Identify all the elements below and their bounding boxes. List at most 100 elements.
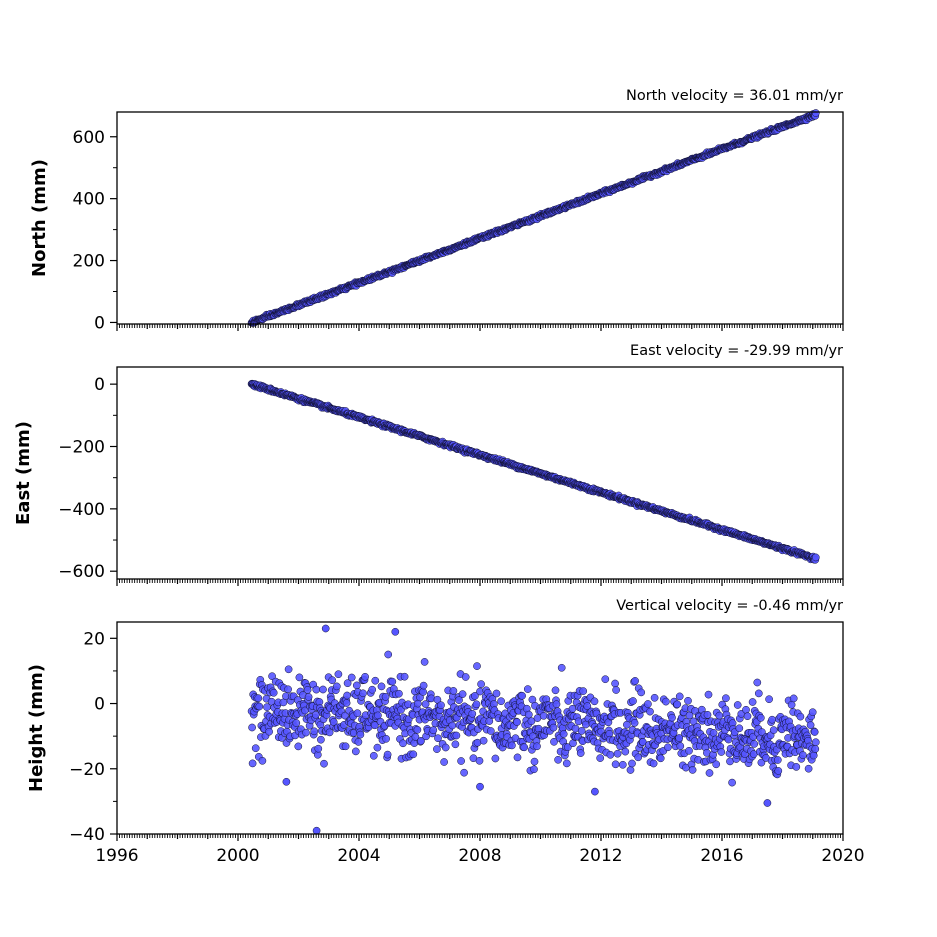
x-tick-label: 2008	[458, 846, 501, 866]
height-data-point	[458, 690, 467, 698]
height-data-point	[637, 688, 646, 697]
height-data-point	[255, 702, 264, 711]
height-data-point	[562, 759, 571, 768]
north-y-tick-label: 400	[73, 190, 105, 210]
height-data-point	[630, 719, 639, 727]
height-data-point	[457, 757, 465, 765]
height-points	[247, 624, 820, 835]
height-data-point	[796, 712, 805, 721]
height-data-point	[611, 679, 619, 688]
height-x-ticks	[116, 834, 844, 841]
height-data-point	[492, 689, 501, 698]
height-data-point	[735, 724, 744, 733]
height-data-point	[341, 742, 350, 751]
height-data-point	[461, 673, 470, 681]
height-data-point	[590, 697, 599, 706]
north-velocity-title: North velocity = 36.01 mm/yr	[626, 88, 843, 104]
height-data-point	[649, 759, 658, 768]
height-data-point	[452, 731, 461, 740]
height-data-point	[552, 700, 561, 709]
north-y-tick-label: 600	[73, 128, 105, 148]
height-data-point	[409, 750, 418, 759]
height-data-point	[811, 745, 820, 753]
height-data-point	[668, 713, 676, 722]
height-y-label: Height (mm)	[26, 664, 47, 792]
height-data-point	[476, 687, 484, 696]
height-data-point	[373, 743, 382, 752]
north-y-axis: 0 200 400 600	[73, 128, 117, 333]
height-data-point	[347, 673, 356, 682]
height-data-point	[284, 685, 292, 694]
height-data-point	[806, 721, 815, 729]
height-outlier-point	[282, 777, 291, 786]
height-data-point	[371, 676, 380, 685]
x-tick-label: 2004	[337, 846, 380, 866]
height-data-point	[359, 689, 367, 698]
height-data-point	[733, 701, 742, 709]
height-data-point	[251, 744, 260, 753]
height-data-point	[269, 688, 278, 697]
height-data-point	[768, 715, 776, 724]
east-plot-frame	[116, 366, 844, 580]
height-data-point	[577, 727, 586, 735]
height-data-point	[520, 743, 529, 752]
height-data-point	[369, 751, 378, 760]
east-y-tick-label: 0	[94, 375, 105, 395]
height-y-tick-label: 0	[94, 695, 105, 715]
height-data-point	[748, 698, 757, 706]
height-data-point	[773, 756, 782, 764]
north-data-point	[811, 109, 820, 117]
east-panel: 0 −200 −400 −600 East velocity = -29.99 mm/…	[13, 343, 844, 586]
height-data-point	[533, 742, 541, 751]
height-data-point	[621, 747, 630, 756]
height-data-point	[356, 730, 365, 739]
height-data-point	[292, 719, 301, 727]
height-data-point	[703, 710, 712, 719]
height-data-point	[248, 723, 256, 732]
east-points	[247, 379, 820, 564]
height-data-point	[774, 767, 783, 775]
east-y-axis: 0 −200 −400 −600	[58, 375, 117, 582]
height-data-point	[810, 728, 819, 736]
height-y-tick-label: −20	[69, 760, 105, 780]
height-data-point	[302, 728, 310, 737]
height-data-point	[618, 760, 627, 769]
north-x-ticks	[116, 324, 844, 331]
east-y-tick-label: −600	[58, 562, 105, 582]
height-data-point	[712, 760, 721, 769]
height-data-point	[497, 697, 505, 706]
height-data-point	[254, 694, 263, 703]
height-data-point	[557, 663, 566, 672]
height-data-point	[413, 725, 422, 734]
height-data-point	[644, 700, 652, 708]
height-data-point	[479, 736, 488, 745]
height-data-point	[530, 765, 538, 774]
height-data-point	[705, 769, 714, 777]
height-data-point	[717, 748, 726, 756]
height-data-point	[579, 687, 588, 695]
east-data-point	[811, 553, 820, 562]
height-data-point	[486, 727, 495, 735]
height-data-point	[551, 686, 560, 695]
height-data-point	[368, 685, 377, 694]
height-data-point	[789, 694, 798, 703]
height-data-point	[728, 778, 736, 787]
height-data-point	[395, 689, 403, 698]
vertical-velocity-title: Vertical velocity = -0.46 mm/yr	[616, 598, 843, 614]
height-data-point	[508, 741, 516, 750]
height-data-point	[320, 759, 328, 768]
height-data-point	[258, 756, 267, 765]
height-data-point	[361, 672, 369, 681]
height-data-point	[468, 709, 477, 718]
north-points	[247, 109, 820, 327]
height-data-point	[629, 697, 637, 705]
height-data-point	[704, 690, 713, 699]
height-data-point	[709, 729, 718, 737]
height-data-point	[524, 710, 533, 719]
height-data-point	[811, 738, 820, 747]
east-y-label: East (mm)	[13, 421, 34, 525]
height-data-point	[559, 730, 568, 738]
height-data-point	[265, 727, 273, 736]
height-data-point	[769, 726, 778, 734]
